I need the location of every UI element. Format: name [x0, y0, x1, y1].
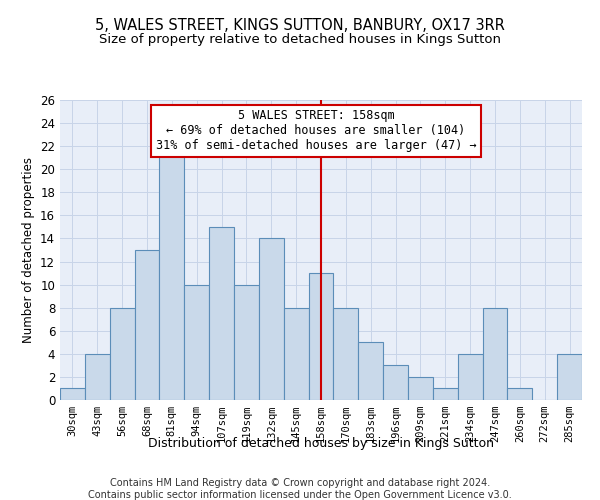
Bar	[508, 388, 532, 400]
Text: 5 WALES STREET: 158sqm
← 69% of detached houses are smaller (104)
31% of semi-de: 5 WALES STREET: 158sqm ← 69% of detached…	[156, 109, 476, 152]
Bar	[458, 354, 482, 400]
Bar	[482, 308, 508, 400]
Text: Size of property relative to detached houses in Kings Sutton: Size of property relative to detached ho…	[99, 32, 501, 46]
Bar	[209, 227, 234, 400]
Bar	[557, 354, 582, 400]
Bar	[110, 308, 134, 400]
Bar	[60, 388, 85, 400]
Bar	[259, 238, 284, 400]
Bar	[433, 388, 458, 400]
Text: Contains HM Land Registry data © Crown copyright and database right 2024.: Contains HM Land Registry data © Crown c…	[110, 478, 490, 488]
Bar	[408, 377, 433, 400]
Text: 5, WALES STREET, KINGS SUTTON, BANBURY, OX17 3RR: 5, WALES STREET, KINGS SUTTON, BANBURY, …	[95, 18, 505, 32]
Bar	[334, 308, 358, 400]
Bar	[383, 366, 408, 400]
Text: Contains public sector information licensed under the Open Government Licence v3: Contains public sector information licen…	[88, 490, 512, 500]
Bar	[234, 284, 259, 400]
Bar	[85, 354, 110, 400]
Bar	[184, 284, 209, 400]
Bar	[358, 342, 383, 400]
Bar	[284, 308, 308, 400]
Bar	[134, 250, 160, 400]
Bar	[308, 273, 334, 400]
Text: Distribution of detached houses by size in Kings Sutton: Distribution of detached houses by size …	[148, 438, 494, 450]
Y-axis label: Number of detached properties: Number of detached properties	[22, 157, 35, 343]
Bar	[160, 146, 184, 400]
